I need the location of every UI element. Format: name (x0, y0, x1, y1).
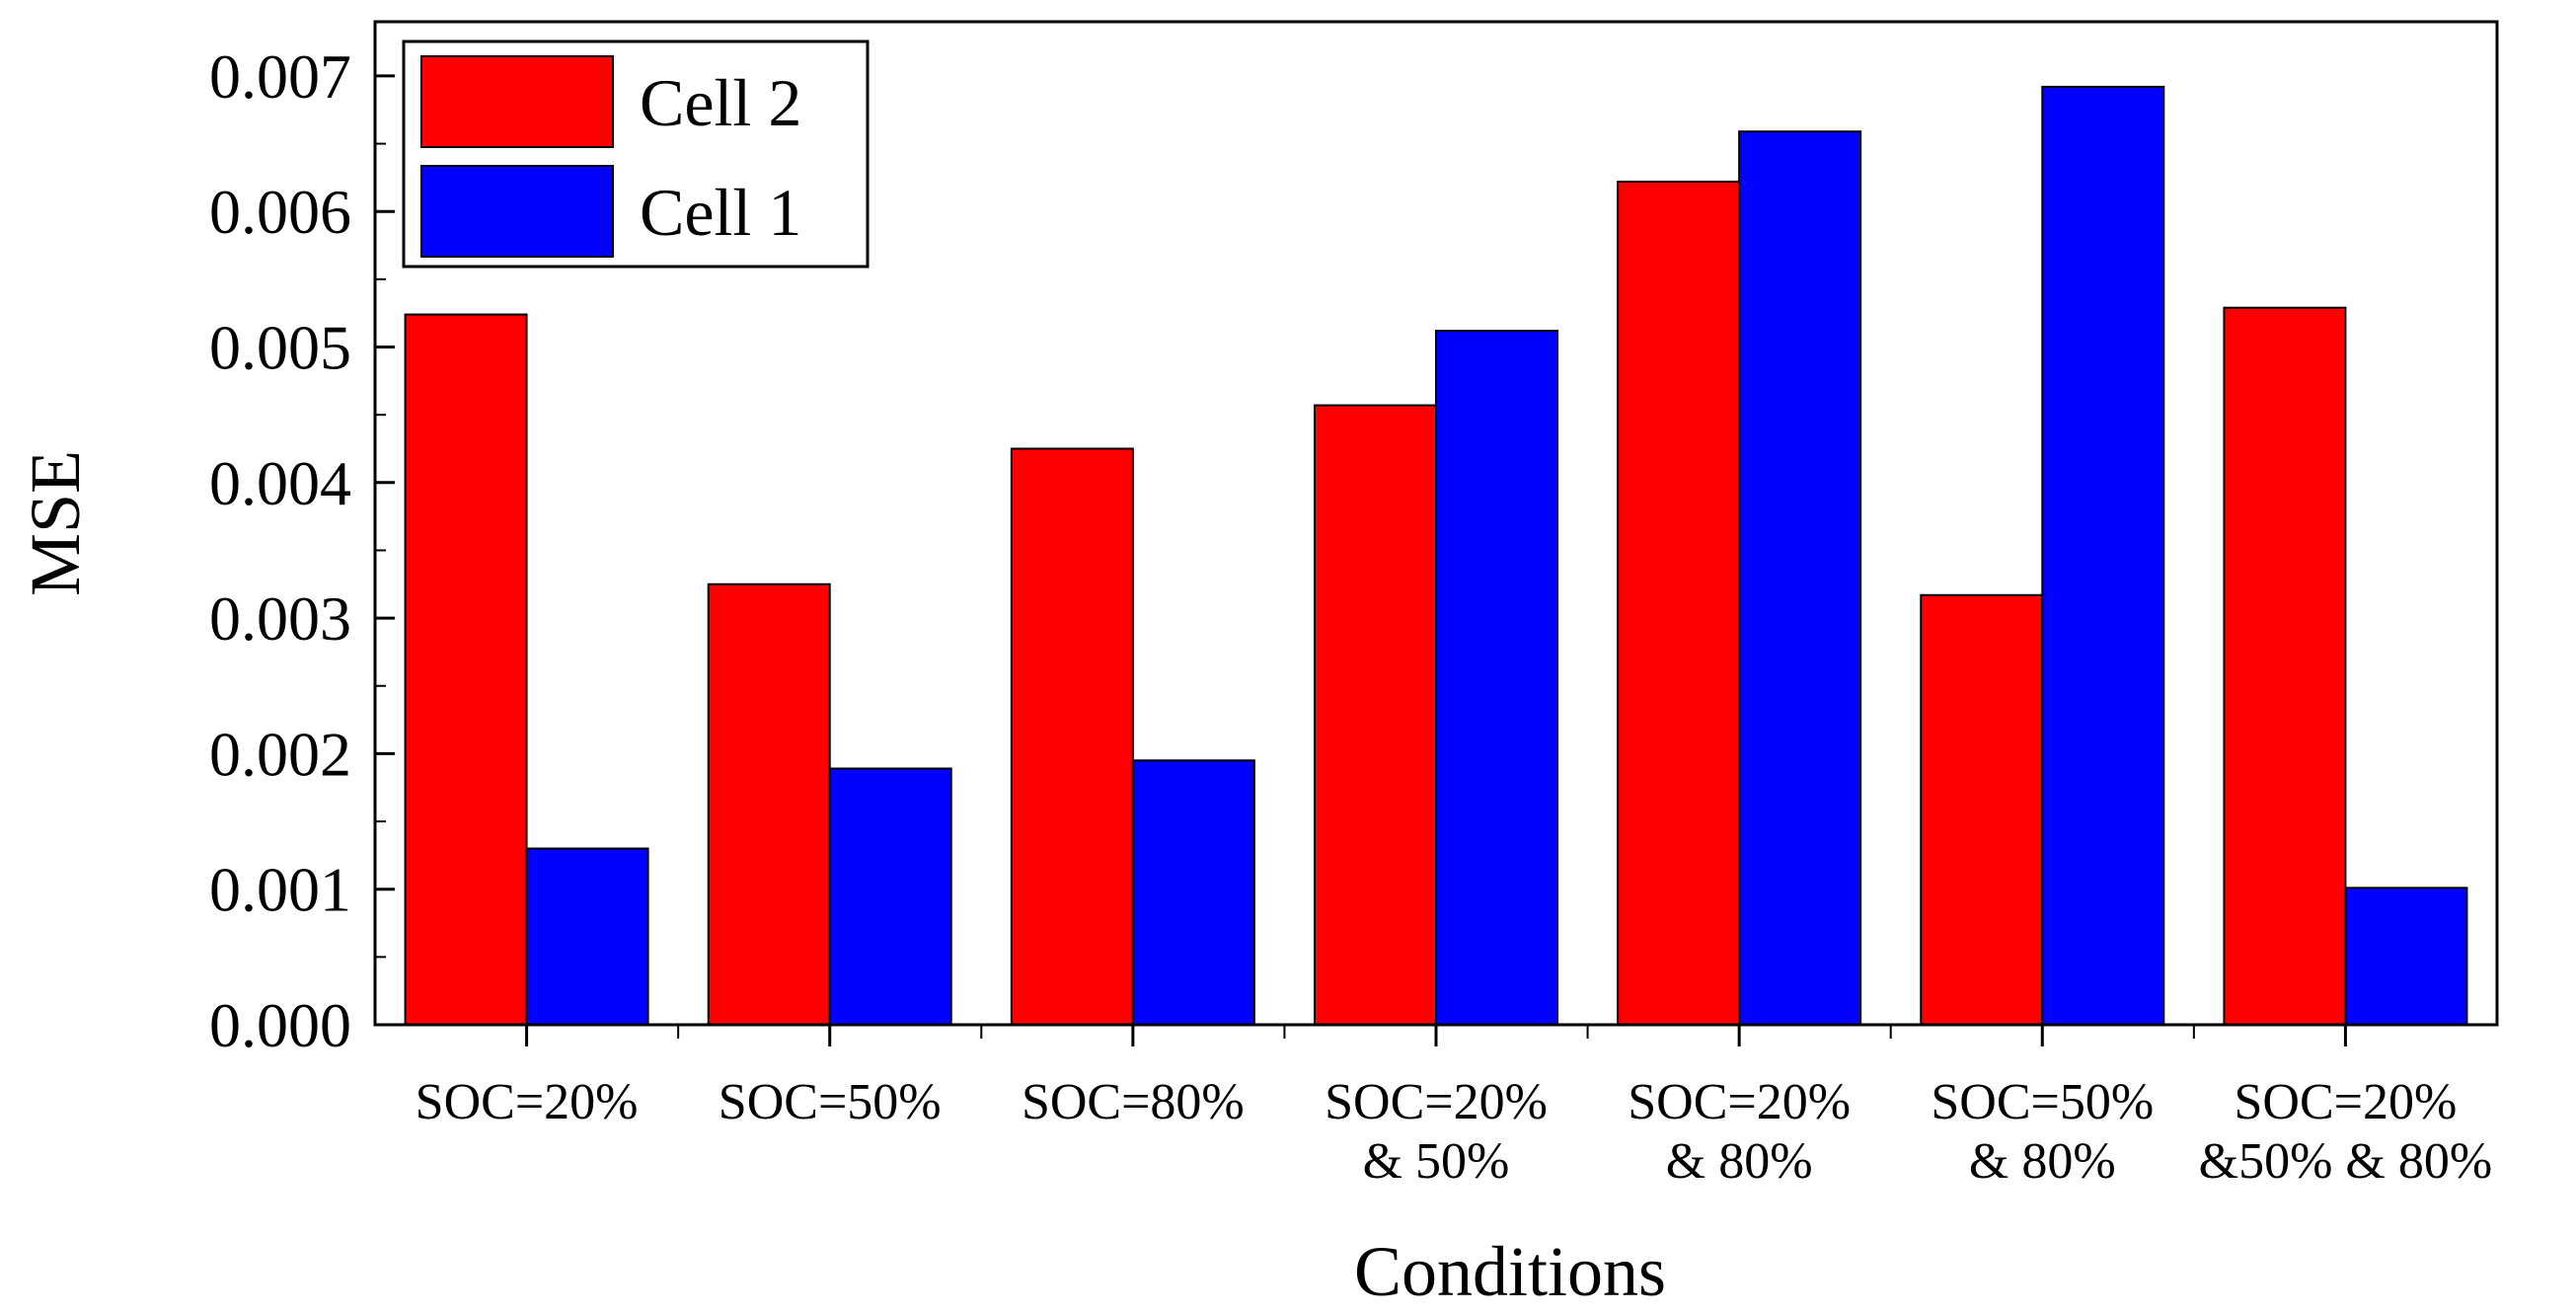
bar-cell-1-3 (1131, 759, 1255, 1026)
x-category-label: &50% & 80% (2199, 1133, 2493, 1190)
bar-cell-2-5 (1617, 181, 1741, 1026)
bar-cell-2-6 (1920, 593, 2044, 1026)
bar-cell-1-7 (2344, 887, 2468, 1026)
x-category-label: SOC=20% (1628, 1074, 1851, 1130)
legend-label-cell-1: Cell 1 (640, 175, 801, 250)
bar-cell-1-4 (1435, 330, 1558, 1026)
y-tick-label: 0.007 (209, 41, 351, 112)
x-category-label: SOC=50% (719, 1074, 942, 1130)
y-tick-label: 0.005 (209, 313, 351, 383)
y-tick-label: 0.000 (209, 990, 351, 1060)
legend-swatch-cell-2 (420, 55, 614, 148)
legend-swatch-cell-1 (420, 165, 614, 258)
axes-layer (373, 20, 2499, 1046)
labels-layer: 0.000 0.001 0.002 0.003 0.004 0.005 0.006 0.007… (16, 41, 2492, 1311)
bar-cell-1-1 (525, 847, 649, 1026)
bar-cell-2-2 (707, 582, 831, 1027)
y-tick-label: 0.006 (209, 177, 351, 247)
legend: Cell 2 Cell 1 (402, 39, 870, 269)
y-tick-label: 0.003 (209, 583, 351, 654)
x-category-label: SOC=20% (1325, 1074, 1548, 1130)
x-category-label: SOC=50% (1931, 1074, 2154, 1130)
bar-cell-1-5 (1738, 130, 1862, 1026)
x-category-label: & 80% (1969, 1133, 2116, 1190)
bar-cell-2-1 (404, 313, 528, 1027)
bars-layer (404, 85, 2468, 1027)
x-category-label: & 50% (1363, 1133, 1510, 1190)
y-tick-label: 0.002 (209, 719, 351, 789)
bar-cell-1-6 (2041, 85, 2165, 1026)
y-tick-label: 0.004 (209, 448, 351, 518)
x-category-label: SOC=20% (416, 1074, 639, 1130)
bar-cell-2-7 (2223, 306, 2347, 1026)
legend-label-cell-2: Cell 2 (640, 65, 801, 140)
x-category-label: SOC=20% (2235, 1074, 2458, 1130)
x-category-label: & 80% (1666, 1133, 1813, 1190)
x-axis-title: Conditions (1354, 1232, 1666, 1311)
y-axis-title: MSE (16, 450, 95, 596)
x-category-label: SOC=80% (1022, 1074, 1245, 1130)
y-tick-label: 0.001 (209, 855, 351, 925)
bar-cell-1-2 (828, 767, 952, 1026)
bar-cell-2-3 (1010, 447, 1134, 1026)
bar-cell-2-4 (1314, 404, 1437, 1027)
